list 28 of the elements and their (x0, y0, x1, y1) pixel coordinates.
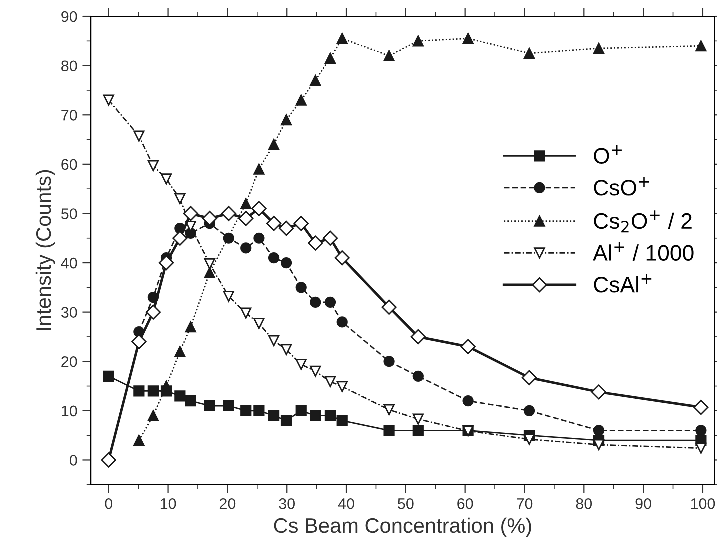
y-tick-label: 70 (62, 110, 78, 121)
x-tick-label: 40 (338, 498, 354, 510)
y-tick-label: 80 (62, 60, 78, 72)
legend-label: CsAl$^{+}$ (594, 274, 652, 293)
x-tick-label: 10 (160, 498, 176, 510)
y-tick-label: 30 (61, 307, 78, 318)
x-tick-label: 100 (691, 498, 716, 510)
y-axis-title: Intensity (Counts) (36, 170, 56, 330)
y-tick-label: 40 (61, 258, 78, 269)
y-tick-label: 90 (62, 11, 78, 22)
x-tick-label: 50 (398, 498, 414, 510)
x-tick-label: 90 (636, 498, 652, 510)
legend-label: CsO$^{+}$ (594, 177, 650, 196)
y-tick-label: 20 (62, 356, 78, 368)
legend-label: O$^{+}$ (594, 146, 622, 164)
x-tick-label: 30 (279, 498, 296, 510)
x-tick-label: 70 (517, 498, 533, 510)
y-tick-label: 60 (62, 159, 78, 170)
x-axis-title: Cs Beam Concentration (%) (274, 518, 532, 538)
y-tick-label: 0 (70, 455, 78, 466)
y-tick-label: 10 (62, 406, 78, 417)
x-tick-label: 0 (105, 498, 113, 510)
legend-label: Al$^{+}$ / 1000 (593, 242, 694, 261)
y-tick-label: 50 (61, 208, 78, 220)
x-tick-label: 20 (220, 498, 236, 510)
x-tick-label: 80 (576, 498, 592, 510)
legend-label: Cs$_{2}$O$^{+}$ / 2 (594, 210, 692, 233)
x-tick-label: 60 (458, 498, 474, 510)
